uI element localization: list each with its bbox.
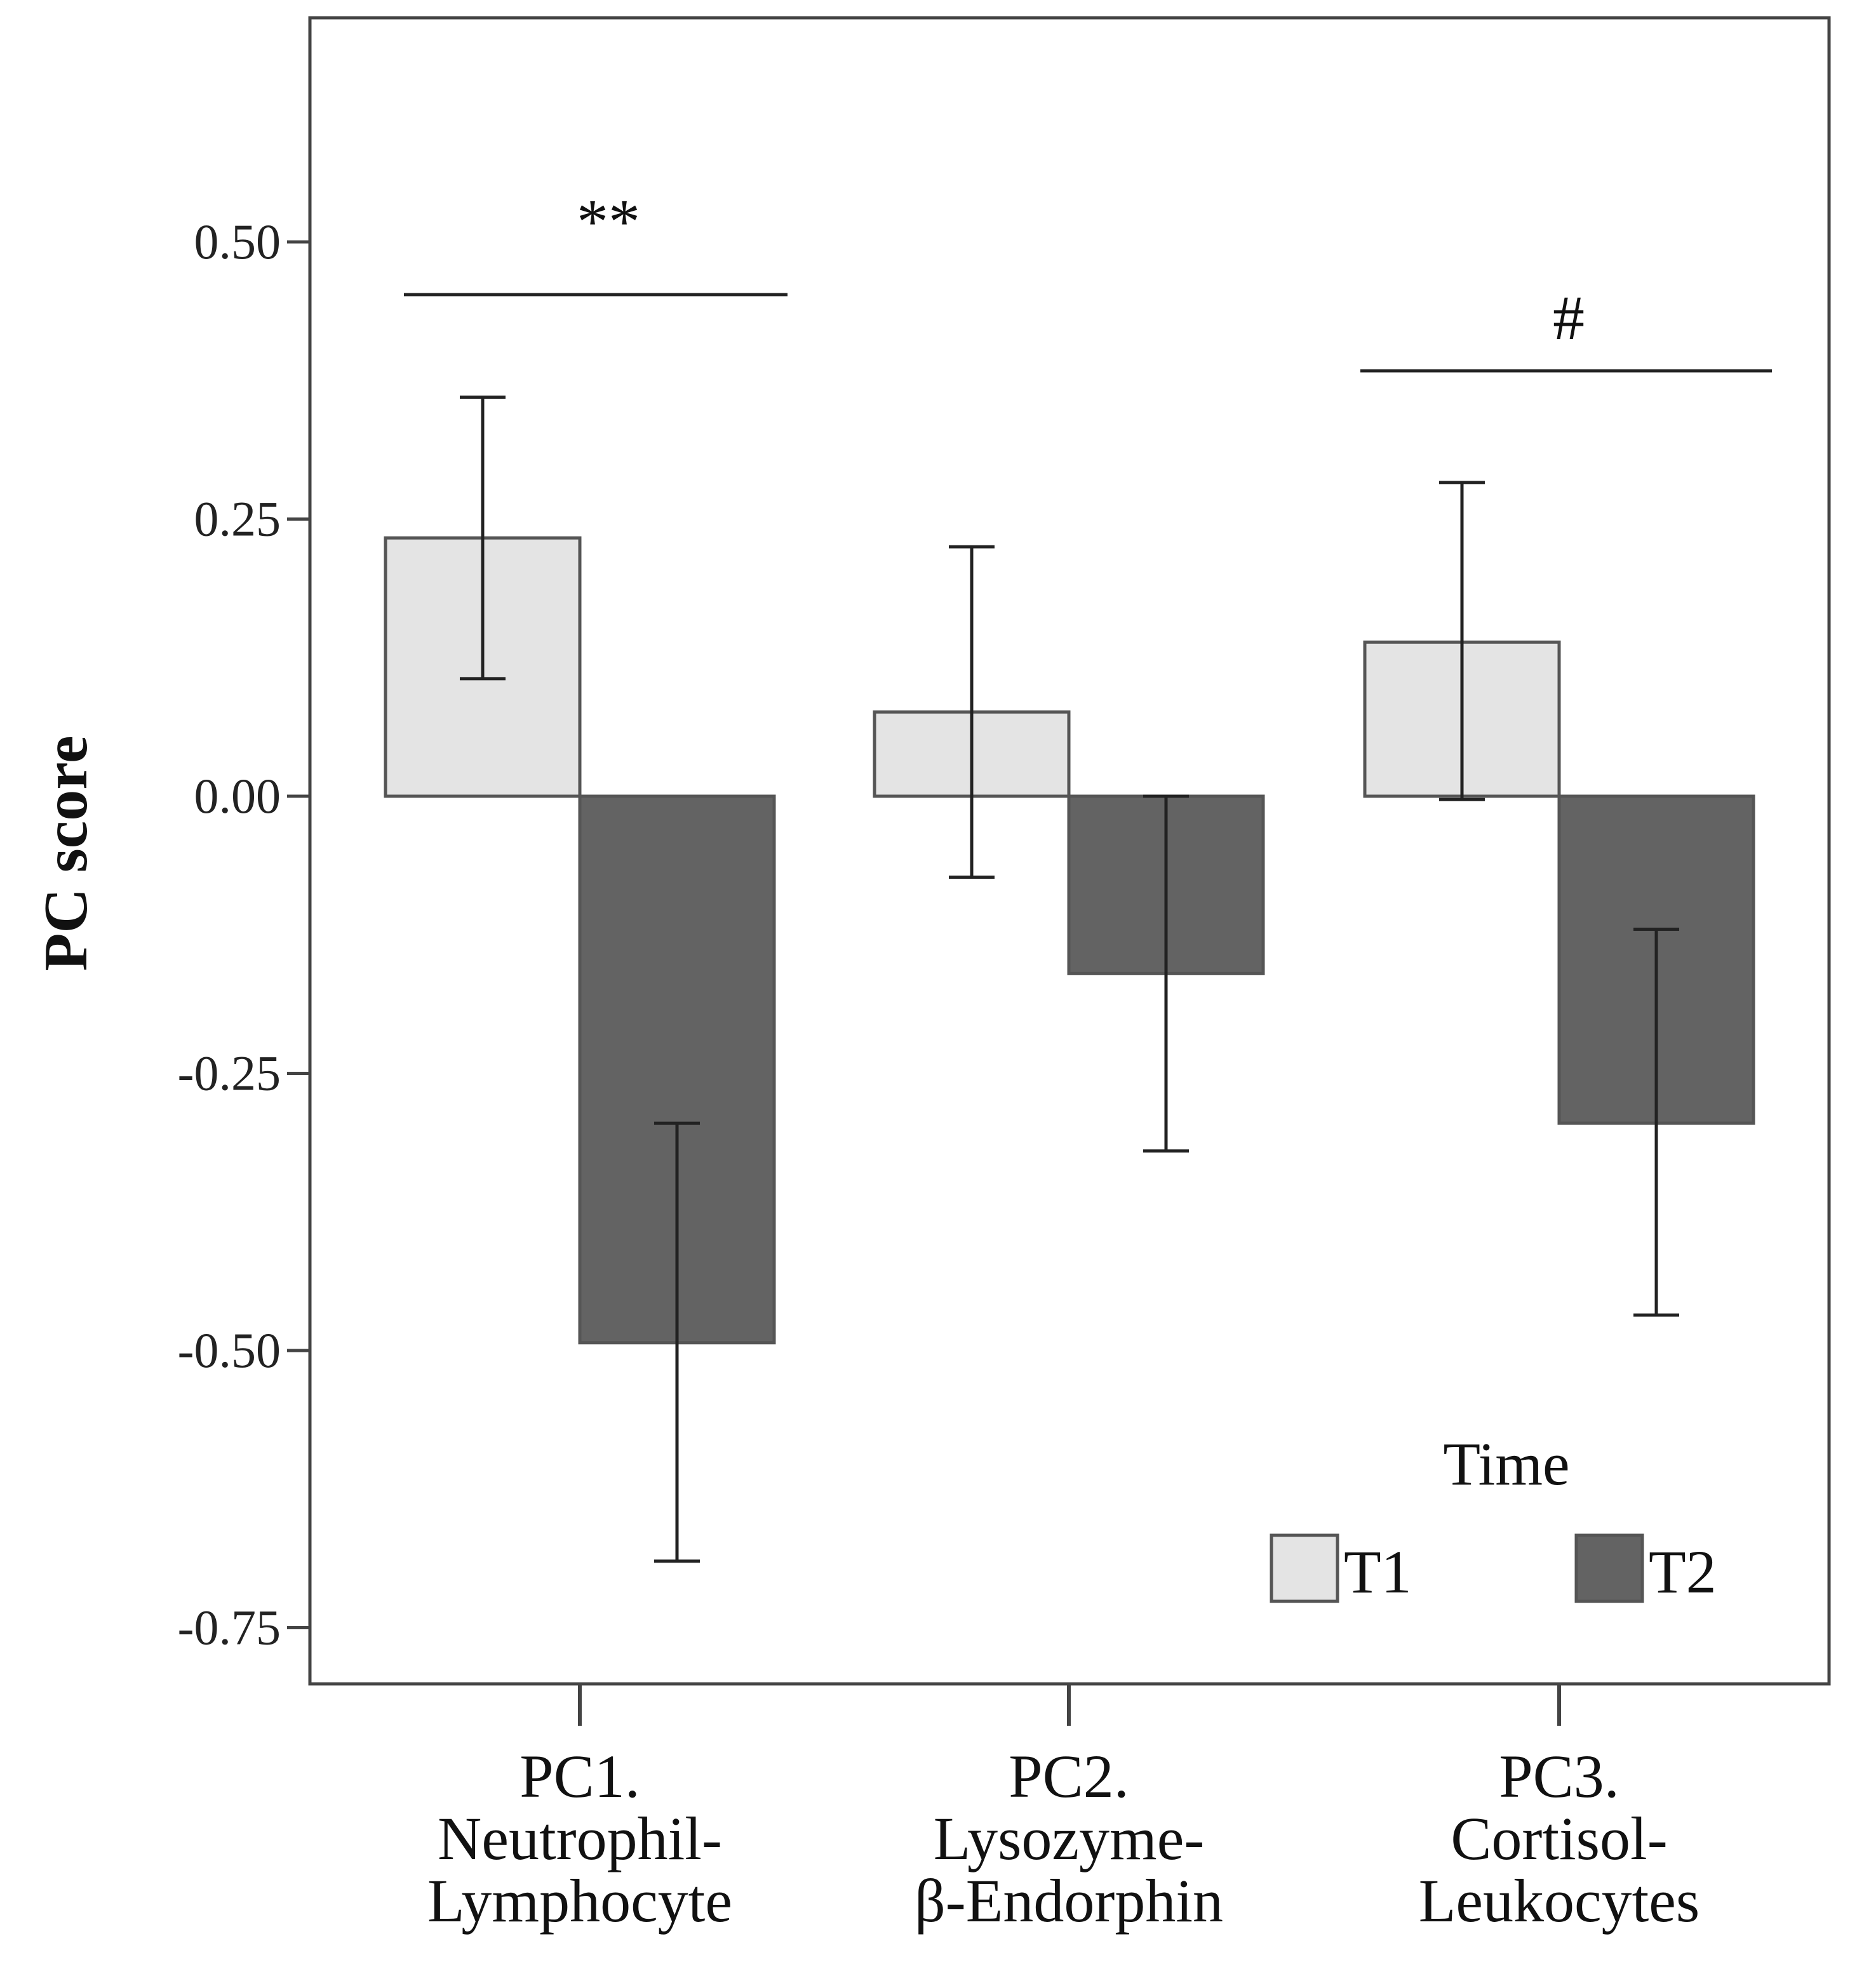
y-tick-label: -0.50 (178, 1323, 281, 1378)
y-tick-label: -0.75 (178, 1600, 281, 1655)
x-category-label: PC2. (1009, 1742, 1129, 1810)
x-category-label: Leukocytes (1419, 1867, 1700, 1935)
y-tick-label: 0.50 (194, 214, 281, 269)
error-bars (460, 395, 1679, 1563)
legend-label: T2 (1649, 1538, 1717, 1606)
legend-title: Time (1443, 1430, 1569, 1498)
x-category-label: Lysozyme- (934, 1805, 1205, 1872)
x-category-label: PC1. (520, 1742, 640, 1810)
y-axis-label: PC score (32, 736, 100, 971)
x-category-label: Neutrophil- (438, 1805, 722, 1872)
legend-swatch-t2 (1574, 1533, 1644, 1603)
x-category-label: Lymphocyte (427, 1867, 732, 1935)
significance-marker: # (1553, 283, 1585, 353)
legend: Time T1 T2 (1270, 1430, 1717, 1606)
y-tick-label: 0.00 (194, 768, 281, 824)
bars (384, 536, 1755, 1345)
significance-annotations: ** # (404, 186, 1772, 373)
x-category-label: Cortisol- (1451, 1805, 1667, 1872)
x-category-label: β-Endorphin (915, 1867, 1223, 1935)
axes: 0.50 0.25 0.00 -0.25 -0.50 -0.75 PC score PC1.N… (32, 16, 1831, 1935)
x-category-label: PC3. (1499, 1742, 1619, 1810)
legend-swatch-t1 (1270, 1533, 1339, 1603)
y-tick-label: -0.25 (178, 1046, 281, 1101)
significance-marker: ** (577, 186, 640, 257)
y-tick-label: 0.25 (194, 491, 281, 547)
legend-label: T1 (1344, 1538, 1412, 1606)
